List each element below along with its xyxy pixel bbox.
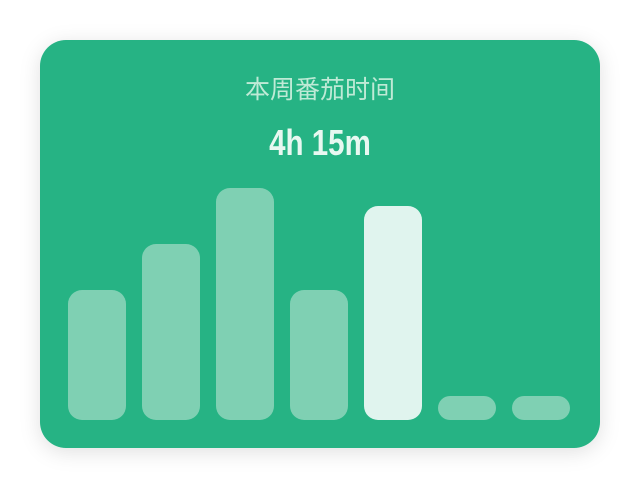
bar	[216, 188, 274, 420]
bar	[142, 244, 200, 420]
bar-chart	[68, 188, 570, 420]
total-time: 4h 15m	[269, 122, 371, 162]
bar	[512, 396, 570, 420]
bar	[68, 290, 126, 420]
card-title: 本周番茄时间	[245, 75, 395, 104]
bar	[438, 396, 496, 420]
bar	[290, 290, 348, 420]
bar	[364, 206, 422, 420]
